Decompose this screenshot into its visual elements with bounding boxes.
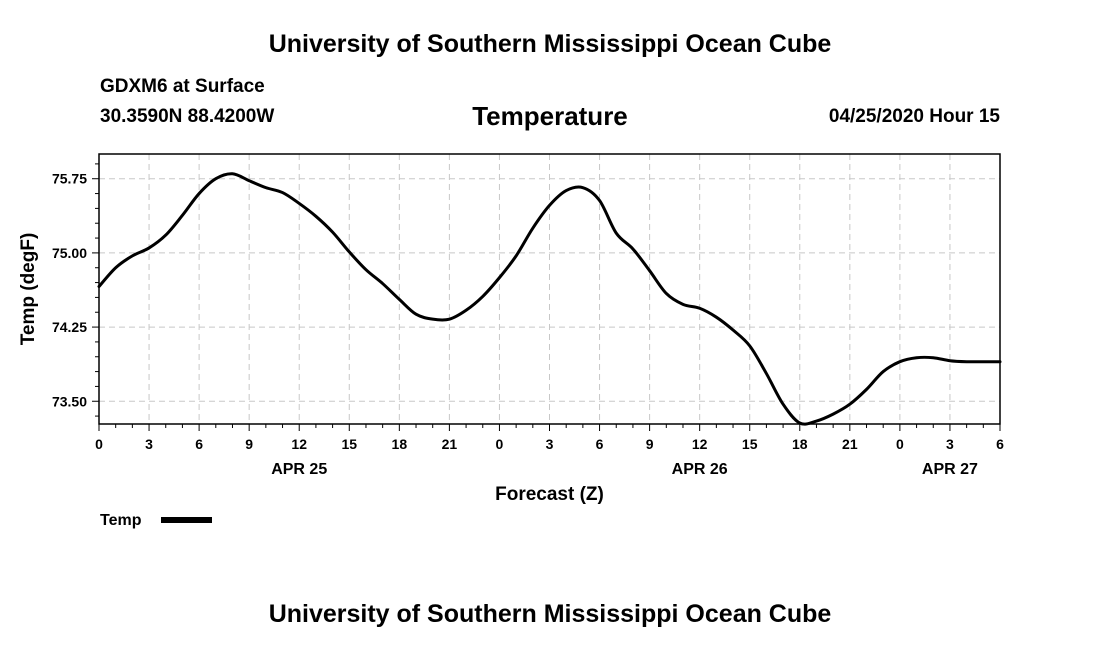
x-tick-label: 21 [442, 436, 458, 452]
x-tick-label: 3 [546, 436, 554, 452]
coordinates-label: 30.3590N 88.4200W [100, 106, 275, 127]
x-tick-label: 18 [792, 436, 808, 452]
x-tick-label: 3 [145, 436, 153, 452]
x-tick-label: 0 [896, 436, 904, 452]
x-tick-label: 15 [341, 436, 357, 452]
x-tick-label: 9 [245, 436, 253, 452]
x-tick-label: 12 [291, 436, 307, 452]
y-tick-label: 75.00 [52, 245, 87, 261]
x-tick-label: 15 [742, 436, 758, 452]
x-tick-label: 6 [596, 436, 604, 452]
x-axis-title: Forecast (Z) [495, 484, 604, 505]
day-label: APR 25 [271, 461, 327, 478]
x-tick-label: 0 [496, 436, 504, 452]
series-line-temp [97, 172, 1002, 426]
chart-header-title: University of Southern Mississippi Ocean… [268, 30, 832, 58]
x-tick-label: 6 [195, 436, 203, 452]
x-tick-label: 18 [392, 436, 408, 452]
x-tick-label: 12 [692, 436, 708, 452]
x-tick-label: 21 [842, 436, 858, 452]
y-tick-label: 74.25 [52, 319, 87, 335]
day-label: APR 27 [922, 461, 978, 478]
series-layer [97, 172, 1002, 426]
chart-footer-title: University of Southern Mississippi Ocean… [268, 600, 832, 628]
x-tick-label: 0 [95, 436, 103, 452]
grid-lines [99, 154, 1000, 424]
y-tick-label: 75.75 [52, 171, 87, 187]
chart-title: Temperature [472, 101, 628, 131]
x-tick-label: 9 [646, 436, 654, 452]
tick-labels: 0 3 6 9 12 15 18 21 0 3 6 9 12 15 18 21 0 3 6 73.50 74.25 75.… [52, 171, 1004, 478]
day-label: APR 26 [672, 461, 728, 478]
y-axis-title: Temp (degF) [18, 233, 39, 346]
run-time-label: 04/25/2020 Hour 15 [828, 106, 1000, 127]
x-tick-label: 6 [996, 436, 1004, 452]
legend-label: Temp [100, 512, 142, 529]
plot-frame [98, 153, 1001, 425]
y-tick-label: 73.50 [52, 393, 87, 409]
x-tick-label: 3 [946, 436, 954, 452]
station-label: GDXM6 at Surface [100, 76, 265, 97]
